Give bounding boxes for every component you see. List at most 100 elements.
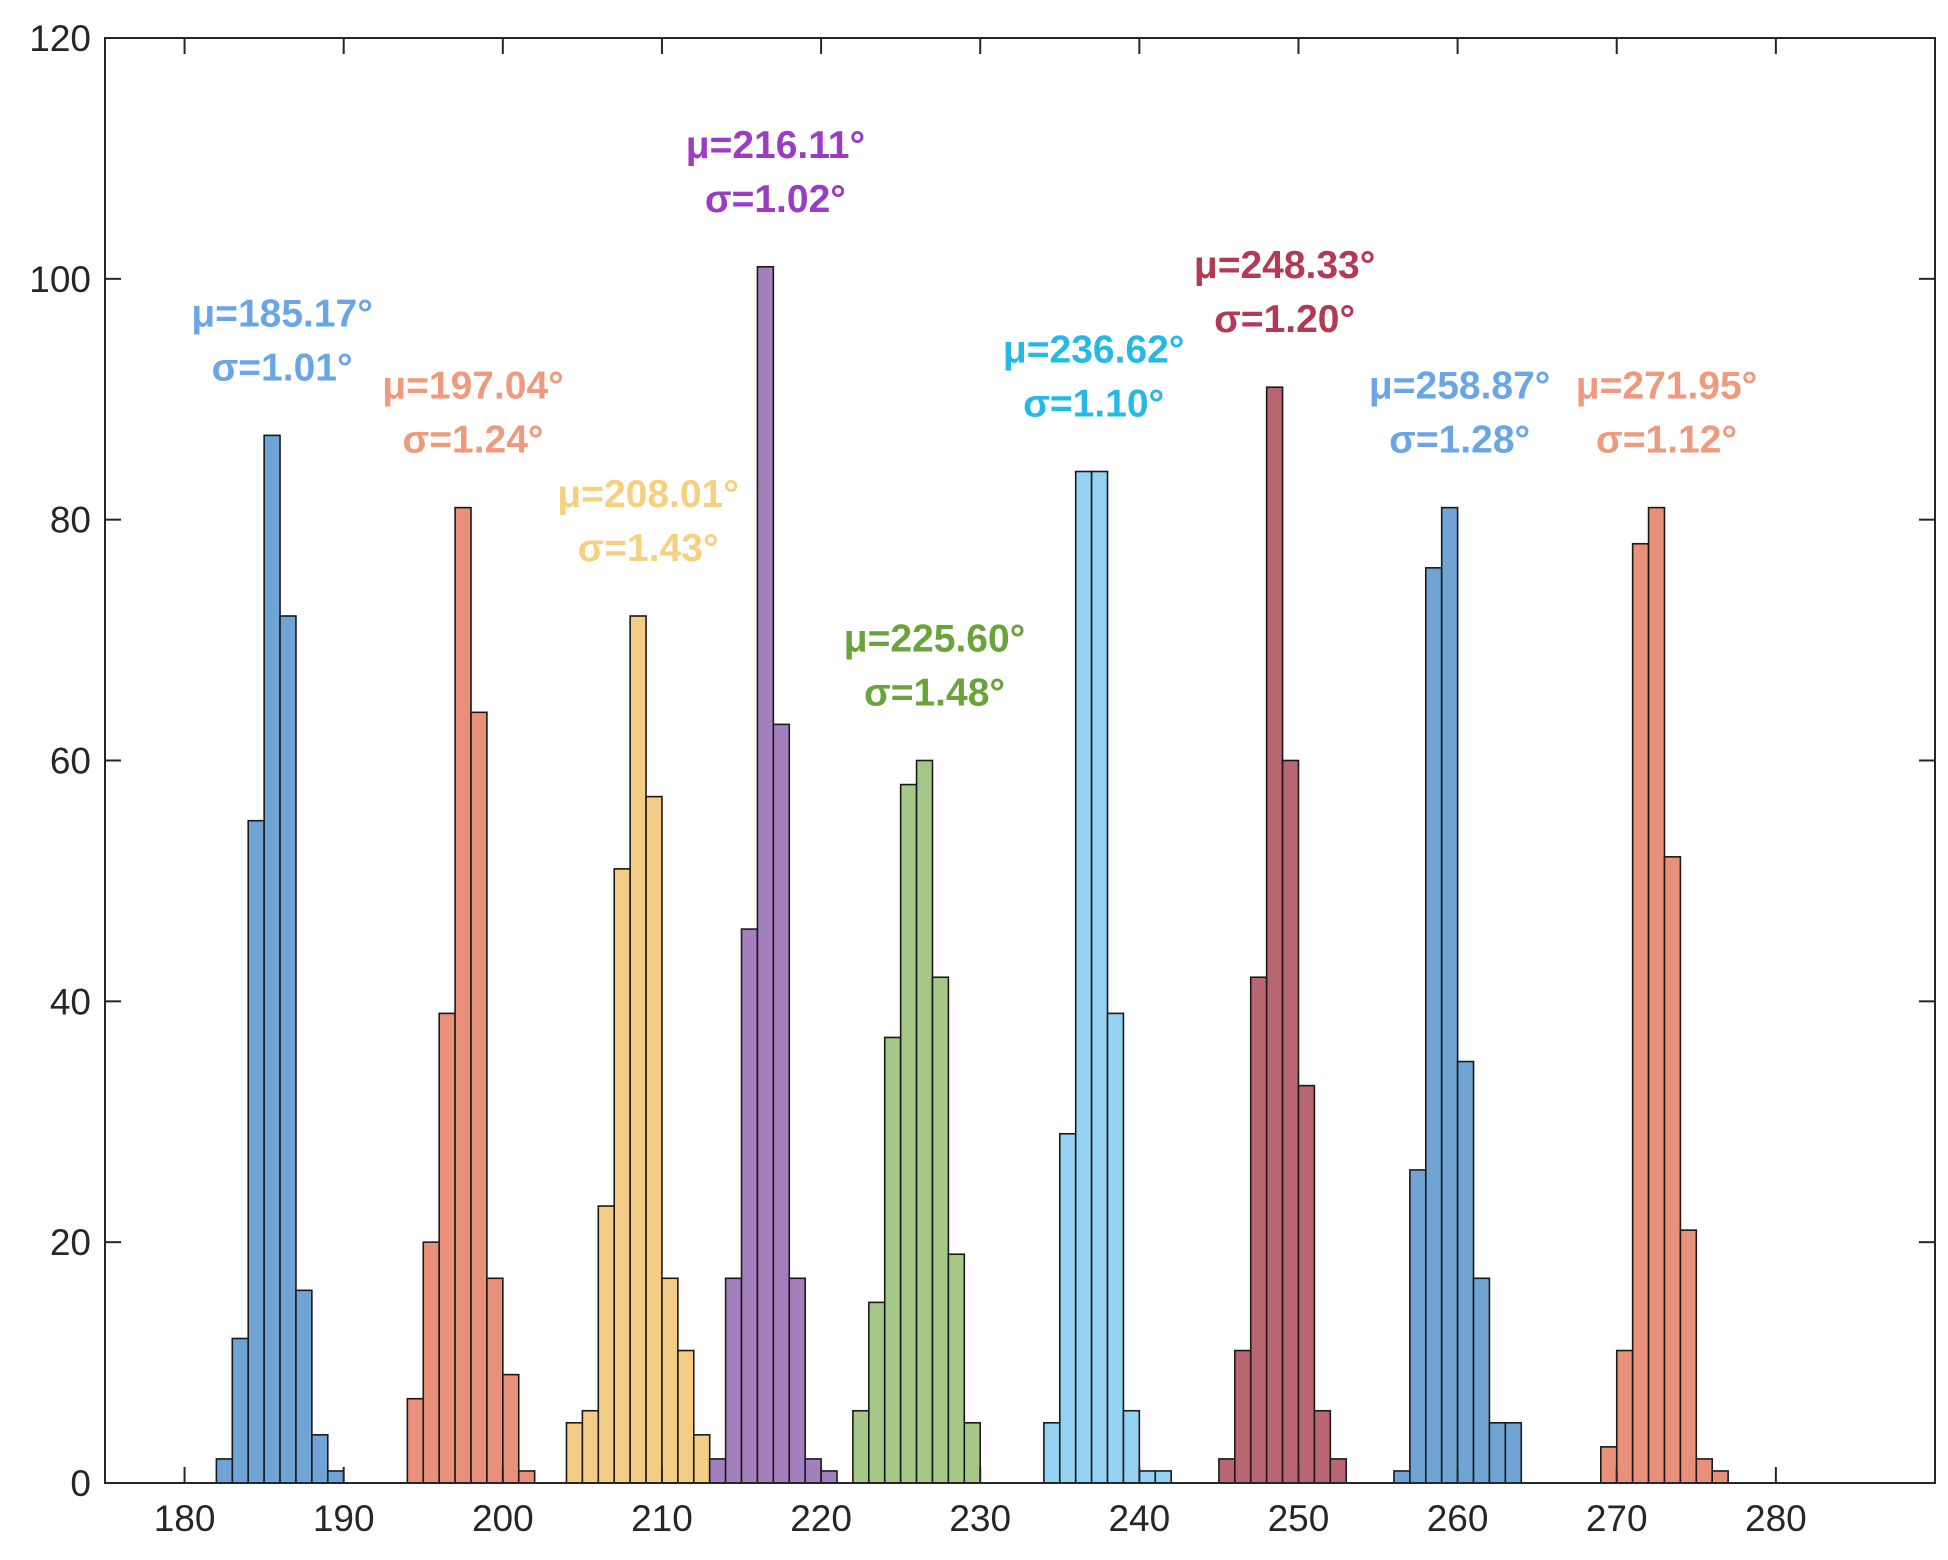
x-tick-label: 190 — [313, 1498, 375, 1539]
histogram-bar — [1154, 1470, 1172, 1484]
histogram-bar — [438, 1012, 456, 1484]
histogram-bar — [804, 1458, 822, 1484]
histogram-bar — [1440, 506, 1459, 1484]
histogram-bar — [326, 1470, 345, 1484]
histogram-bar — [852, 1409, 870, 1484]
series-s9 — [1600, 506, 1729, 1484]
histogram-bar — [1218, 1458, 1236, 1484]
histogram-bar — [454, 506, 472, 1484]
histogram-bar — [565, 1421, 584, 1484]
histogram-bar — [1472, 1277, 1491, 1484]
histogram-bar — [708, 1458, 727, 1484]
x-tick-label: 270 — [1586, 1498, 1648, 1539]
y-tick-label: 60 — [50, 741, 91, 782]
x-axis: 180 190 200 210 220 230 240 250 260 270 280 — [154, 38, 1807, 1539]
x-tick-label: 280 — [1745, 1498, 1807, 1539]
sd-annotation: σ=1.02° — [705, 178, 846, 221]
histogram-bar — [1106, 1012, 1125, 1484]
histogram-bar — [1424, 567, 1443, 1484]
histogram-bar — [1647, 506, 1666, 1484]
sd-annotation: σ=1.24° — [403, 419, 544, 462]
histogram-bar — [1090, 470, 1109, 1484]
x-tick-label: 220 — [790, 1498, 852, 1539]
histogram-bar — [597, 1205, 616, 1484]
series-s5 — [852, 759, 982, 1484]
x-tick-label: 200 — [472, 1498, 534, 1539]
y-axis: 0 20 40 60 80 100 120 — [29, 18, 1935, 1504]
histogram-bar — [1265, 386, 1284, 1484]
histogram-bar — [1043, 1421, 1061, 1484]
histogram-bar — [486, 1277, 504, 1484]
histogram-bar — [517, 1470, 536, 1484]
histogram-bar — [1409, 1169, 1427, 1484]
histogram-bar — [406, 1397, 425, 1484]
histogram-bar — [661, 1277, 679, 1484]
histogram-bar — [231, 1337, 250, 1484]
mean-annotation: μ=208.01° — [557, 473, 739, 516]
histogram-bar — [1663, 856, 1682, 1484]
x-tick-label: 210 — [631, 1498, 693, 1539]
histogram-bar — [279, 615, 297, 1484]
mean-annotation: μ=197.04° — [382, 365, 564, 408]
histogram-bar — [645, 795, 663, 1484]
series-s1 — [215, 434, 345, 1484]
y-tick-label: 0 — [70, 1463, 91, 1504]
histogram-bar — [581, 1409, 600, 1484]
mean-annotation: μ=225.60° — [844, 618, 1026, 661]
histogram-bar — [899, 783, 918, 1484]
histogram-bar — [677, 1349, 695, 1484]
sd-annotation: σ=1.43° — [578, 527, 719, 570]
histogram-bar — [868, 1301, 886, 1484]
x-tick-label: 260 — [1427, 1498, 1489, 1539]
histogram-bar — [1631, 542, 1650, 1484]
histogram-bar — [1679, 1229, 1698, 1484]
histogram-bar — [692, 1434, 711, 1484]
histogram-bar — [947, 1253, 966, 1484]
x-tick-label: 230 — [949, 1498, 1011, 1539]
x-tick-label: 250 — [1268, 1498, 1330, 1539]
mean-annotation: μ=236.62° — [1003, 329, 1185, 372]
plot-background — [105, 38, 1935, 1483]
y-tick-label: 100 — [29, 259, 91, 300]
histogram-bar — [1138, 1470, 1157, 1484]
y-tick-label: 120 — [29, 18, 91, 59]
mean-annotation: μ=248.33° — [1194, 244, 1376, 287]
histogram-bar — [1488, 1421, 1507, 1484]
histogram-bar — [1456, 1060, 1475, 1484]
mean-annotation: μ=258.87° — [1369, 365, 1551, 408]
series-s4 — [708, 265, 838, 1484]
y-tick-label: 40 — [50, 981, 91, 1022]
y-tick-label: 80 — [50, 500, 91, 541]
histogram-bar — [1600, 1446, 1618, 1484]
histogram-bar — [915, 759, 934, 1484]
histogram-bar — [263, 434, 281, 1484]
histogram-bar — [963, 1421, 982, 1484]
histogram-bar — [1504, 1421, 1523, 1484]
histogram-bar — [931, 976, 950, 1484]
histogram-bar — [295, 1289, 313, 1484]
y-tick-label: 20 — [50, 1222, 91, 1263]
sd-annotation: σ=1.28° — [1389, 419, 1530, 462]
histogram-bar — [1249, 976, 1268, 1484]
histogram-bar — [1615, 1349, 1634, 1484]
histogram-bar — [215, 1458, 234, 1484]
histogram-bar — [883, 1036, 902, 1484]
histogram-bar — [311, 1434, 329, 1484]
sd-annotation: σ=1.20° — [1214, 298, 1355, 341]
histogram-bar — [724, 1277, 743, 1484]
histogram-bar — [629, 615, 647, 1484]
series-s3 — [565, 615, 711, 1484]
histogram-bar — [613, 868, 631, 1484]
histogram-bar — [820, 1470, 838, 1484]
histogram-bar — [502, 1373, 520, 1484]
histogram-bar — [1313, 1409, 1332, 1484]
mean-annotation: μ=185.17° — [191, 292, 373, 335]
histogram-bar — [1074, 470, 1093, 1484]
histogram-bar — [1711, 1470, 1729, 1484]
histogram-bar — [756, 265, 775, 1484]
sd-annotation: σ=1.10° — [1023, 383, 1164, 426]
histogram-bar — [1393, 1470, 1411, 1484]
histogram-bar — [1234, 1349, 1252, 1484]
histogram-bar — [1281, 759, 1300, 1484]
